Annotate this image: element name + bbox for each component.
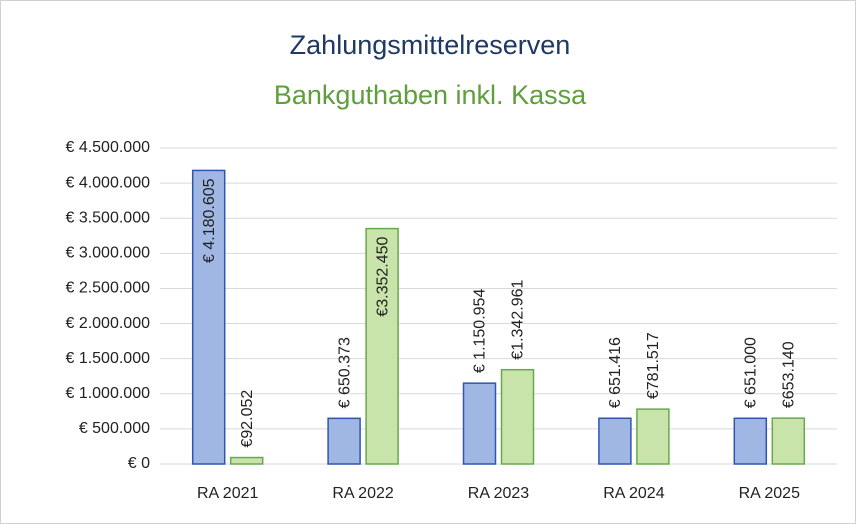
bar	[229, 456, 264, 465]
bar	[500, 368, 535, 465]
bar	[733, 417, 768, 465]
y-tick-label: € 1.500.000	[65, 350, 150, 367]
bar	[327, 417, 361, 465]
y-tick-label: € 3.500.000	[65, 209, 150, 226]
x-tick-label: RA 2022	[332, 485, 393, 502]
y-tick-label: € 1.000.000	[65, 385, 150, 402]
bar	[365, 227, 399, 465]
bar	[636, 408, 670, 465]
y-tick-label: € 4.000.000	[65, 174, 150, 191]
y-tick-label: € 500.000	[79, 420, 150, 437]
y-tick-label: € 4.500.000	[65, 139, 150, 156]
bar	[598, 417, 632, 465]
bar	[191, 169, 226, 465]
x-tick-label: RA 2023	[468, 485, 529, 502]
chart-title: Zahlungsmittelreserven	[290, 30, 571, 60]
data-label: € 651.000	[743, 337, 760, 408]
data-label: €92.052	[239, 390, 256, 448]
bar	[771, 417, 806, 465]
data-label: € 651.416	[607, 337, 624, 408]
x-tick-label: RA 2021	[197, 485, 258, 502]
data-label: €781.517	[645, 332, 662, 399]
data-label: €1.342.961	[510, 280, 527, 360]
x-tick-label: RA 2025	[739, 485, 800, 502]
data-label: € 1.150.954	[472, 289, 489, 374]
y-tick-label: € 0	[128, 455, 150, 472]
data-label: € 4.180.605	[201, 178, 218, 263]
data-label: €3.352.450	[374, 236, 391, 316]
data-label: € 650.373	[336, 337, 353, 408]
y-tick-label: € 2.000.000	[65, 315, 150, 332]
bar	[462, 382, 497, 465]
y-tick-label: € 3.000.000	[65, 245, 150, 262]
x-tick-label: RA 2024	[603, 485, 664, 502]
data-label: €653.140	[781, 341, 798, 408]
y-tick-label: € 2.500.000	[65, 280, 150, 297]
chart-subtitle: Bankguthaben inkl. Kassa	[274, 80, 587, 110]
